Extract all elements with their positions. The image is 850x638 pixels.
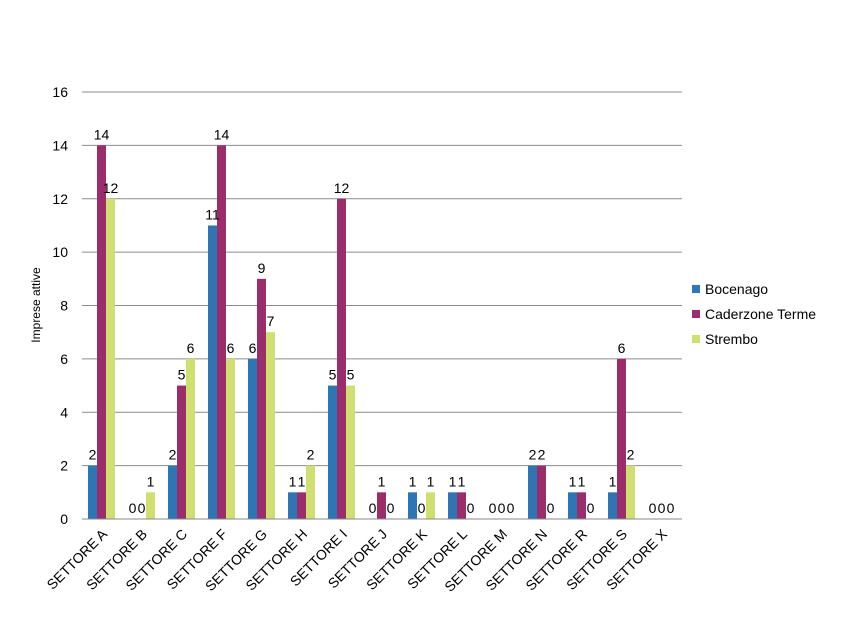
bar <box>257 278 266 519</box>
data-label: 11 <box>205 206 220 222</box>
bar <box>146 492 155 519</box>
data-label: 0 <box>467 500 475 516</box>
bar <box>106 198 115 519</box>
data-label: 1 <box>298 473 306 489</box>
data-label: 6 <box>618 340 626 356</box>
data-label: 0 <box>507 500 515 516</box>
gridlines <box>82 91 682 467</box>
data-label: 5 <box>329 367 337 383</box>
data-label: 0 <box>658 500 666 516</box>
legend-swatch <box>692 335 700 343</box>
bar <box>177 385 186 519</box>
bar <box>408 492 417 519</box>
data-label: 0 <box>489 500 497 516</box>
y-tick-label: 10 <box>52 244 68 260</box>
bar <box>346 385 355 519</box>
legend-label: Strembo <box>705 331 758 347</box>
bar <box>577 492 586 519</box>
data-label: 1 <box>409 473 417 489</box>
y-tick-label: 8 <box>60 298 68 314</box>
data-label: 0 <box>387 500 395 516</box>
y-axis-label: Imprese attive <box>29 267 43 343</box>
data-label: 0 <box>498 500 506 516</box>
bar <box>168 465 177 519</box>
y-tick-label: 2 <box>60 458 68 474</box>
bar <box>426 492 435 519</box>
legend: Bocenago Caderzone Terme Strembo <box>692 281 816 347</box>
bar <box>328 385 337 519</box>
data-label: 1 <box>569 473 577 489</box>
bar <box>537 465 546 519</box>
data-label: 2 <box>627 447 635 463</box>
data-label: 1 <box>147 473 155 489</box>
data-label: 7 <box>267 313 275 329</box>
data-label: 12 <box>103 180 119 196</box>
y-axis-ticks: 0 2 4 6 8 10 12 14 16 <box>52 84 68 527</box>
bar <box>448 492 457 519</box>
data-label: 0 <box>649 500 657 516</box>
bar <box>608 492 617 519</box>
bar <box>377 492 386 519</box>
bar <box>626 465 635 519</box>
bar <box>288 492 297 519</box>
y-tick-label: 14 <box>52 137 68 153</box>
data-label: 6 <box>249 340 257 356</box>
data-label: 6 <box>187 340 195 356</box>
bar <box>248 358 257 519</box>
bar <box>97 145 106 519</box>
bar <box>337 198 346 519</box>
data-label: 5 <box>347 367 355 383</box>
data-label: 2 <box>169 447 177 463</box>
data-label: 14 <box>214 126 230 142</box>
data-label: 1 <box>378 473 386 489</box>
bar <box>457 492 466 519</box>
bar <box>297 492 306 519</box>
y-tick-label: 0 <box>60 511 68 527</box>
data-label: 2 <box>307 447 315 463</box>
bar-series <box>88 145 635 519</box>
data-label: 5 <box>178 367 186 383</box>
y-tick-label: 16 <box>52 84 68 100</box>
bar <box>208 225 217 519</box>
data-label: 0 <box>138 500 146 516</box>
data-label: 6 <box>227 340 235 356</box>
data-label: 0 <box>369 500 377 516</box>
data-label: 12 <box>334 180 350 196</box>
data-label: 0 <box>587 500 595 516</box>
data-label: 9 <box>258 260 266 276</box>
bar <box>568 492 577 519</box>
data-label: 0 <box>667 500 675 516</box>
data-label: 2 <box>529 447 537 463</box>
data-label: 2 <box>89 447 97 463</box>
data-label: 0 <box>547 500 555 516</box>
data-label: 2 <box>538 447 546 463</box>
legend-swatch <box>692 285 700 293</box>
data-label: 1 <box>289 473 297 489</box>
y-tick-label: 4 <box>60 404 68 420</box>
bar <box>266 332 275 519</box>
bar <box>617 358 626 519</box>
data-label: 1 <box>449 473 457 489</box>
bar <box>186 358 195 519</box>
legend-swatch <box>692 310 700 318</box>
bar <box>226 358 235 519</box>
data-label: 0 <box>418 500 426 516</box>
bar <box>88 465 97 519</box>
bar <box>217 145 226 519</box>
y-tick-label: 12 <box>52 191 68 207</box>
data-label: 14 <box>94 126 110 142</box>
legend-label: Bocenago <box>705 281 768 297</box>
data-label: 1 <box>609 473 617 489</box>
legend-label: Caderzone Terme <box>705 306 816 322</box>
y-tick-label: 6 <box>60 351 68 367</box>
bar <box>306 465 315 519</box>
data-label: 1 <box>458 473 466 489</box>
data-label: 1 <box>578 473 586 489</box>
data-label: 1 <box>427 473 435 489</box>
data-label: 0 <box>129 500 137 516</box>
bar <box>528 465 537 519</box>
